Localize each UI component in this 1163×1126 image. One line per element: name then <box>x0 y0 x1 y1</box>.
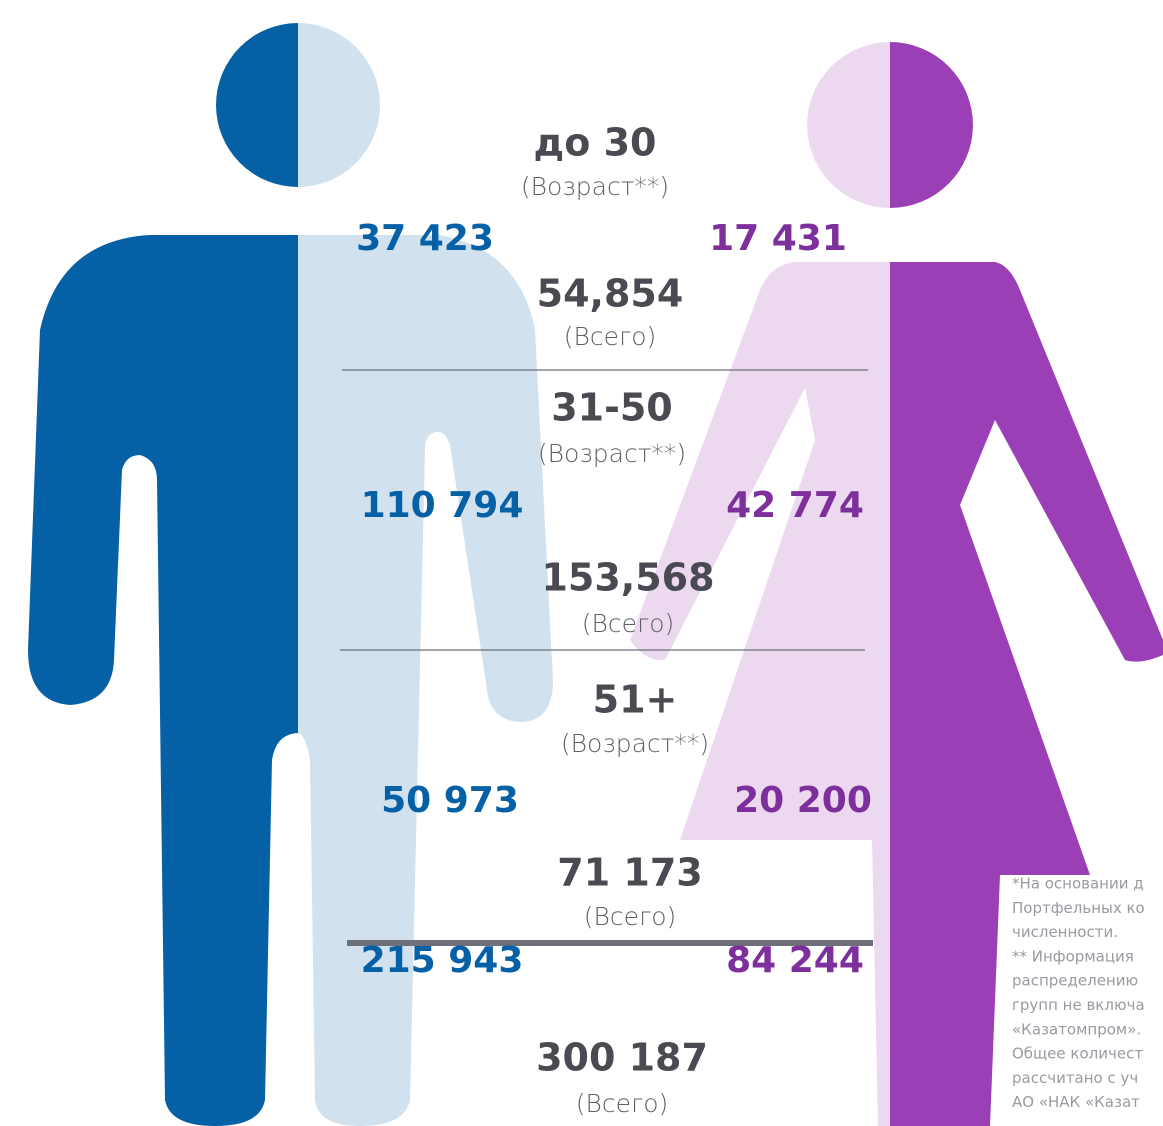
footnote-line: распределению <box>1012 972 1138 990</box>
footnote-line: АО «НАК «Казат <box>1012 1093 1140 1111</box>
male-count: 37 423 <box>356 218 494 259</box>
male-body-left <box>28 235 298 1126</box>
male-head-right <box>298 23 380 187</box>
footnote-line: «Казатомпром». <box>1012 1020 1141 1038</box>
male-head-left <box>216 23 298 187</box>
male-total: 215 943 <box>361 940 524 981</box>
age-note: (Возраст**) <box>538 439 686 468</box>
female-count: 17 431 <box>709 218 847 259</box>
male-count: 50 973 <box>381 780 519 821</box>
age-label: 51+ <box>593 678 678 722</box>
female-count: 20 200 <box>734 780 872 821</box>
footnote-line: *На основании д <box>1012 875 1144 893</box>
female-head-left <box>807 42 890 208</box>
footnote-line: численности. <box>1012 923 1118 941</box>
group-total: 54,854 <box>537 272 684 316</box>
female-total: 84 244 <box>726 940 864 981</box>
footnote-line: ** Информация <box>1012 947 1134 965</box>
male-count: 110 794 <box>361 485 524 526</box>
female-count: 42 774 <box>726 485 864 526</box>
total-note: (Всего) <box>576 1089 669 1118</box>
total-note: (Всего) <box>584 902 677 931</box>
group-total: 153,568 <box>541 556 714 600</box>
footnote-line: Общее количест <box>1012 1045 1143 1063</box>
total-note: (Всего) <box>582 609 675 638</box>
female-head-right <box>890 42 973 208</box>
male-figure <box>28 23 553 1126</box>
total-note: (Всего) <box>564 322 657 351</box>
female-body-left <box>630 262 890 1126</box>
age-note: (Возраст**) <box>561 729 709 758</box>
group-total: 71 173 <box>557 851 702 895</box>
age-label: до 30 <box>534 121 657 165</box>
footnote-line: Портфельных ко <box>1012 899 1145 917</box>
male-body-right <box>298 235 553 1126</box>
female-figure <box>630 42 1163 1126</box>
footnote-line: групп не включа <box>1012 996 1145 1014</box>
female-body-right <box>890 262 1163 1126</box>
grand-total: 300 187 <box>536 1036 708 1080</box>
footnote-line: рассчитано с уч <box>1012 1069 1138 1087</box>
age-label: 31-50 <box>551 386 673 430</box>
age-note: (Возраст**) <box>521 172 669 201</box>
